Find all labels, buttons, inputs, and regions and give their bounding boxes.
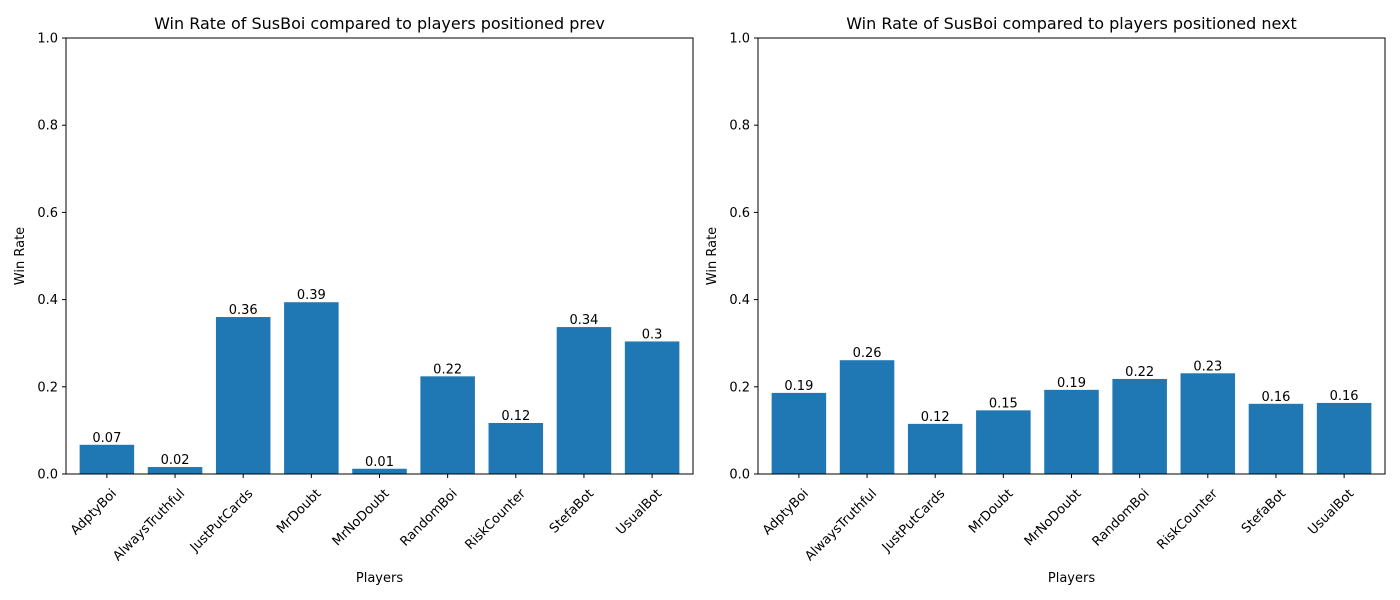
bar-value-label: 0.3: [642, 327, 663, 342]
y-tick-label: 0.4: [729, 293, 750, 308]
x-tick-label: RiskCounter: [462, 486, 529, 553]
bar-value-label: 0.19: [1057, 376, 1086, 391]
x-tick-label: RandomBoi: [1090, 486, 1153, 549]
bar: [284, 302, 339, 474]
y-tick-label: 0.2: [37, 380, 58, 395]
bar: [624, 341, 680, 474]
bar: [771, 392, 827, 474]
bar: [1112, 378, 1167, 474]
x-tick-label: MrDoubt: [966, 486, 1016, 536]
bar: [352, 468, 407, 474]
bar-value-label: 0.12: [501, 409, 530, 424]
bar-value-label: 0.19: [784, 379, 813, 394]
bar: [79, 444, 135, 474]
bar: [1316, 402, 1372, 474]
y-tick-label: 0.0: [729, 468, 750, 483]
y-tick-label: 0.6: [37, 206, 58, 221]
x-axis-label: Players: [1048, 571, 1095, 586]
plot-frame: [757, 37, 1386, 475]
y-axis-label: Win Rate: [13, 227, 28, 285]
y-axis-ticks: 0.0 0.2 0.4 0.6 0.8 1.0: [37, 32, 66, 483]
y-tick-label: 0.8: [37, 119, 58, 134]
y-tick-label: 0.4: [37, 293, 58, 308]
bars: 0.07 0.02 0.36 0.39 0.01 0.22 0.12 0.34 0.3: [79, 288, 680, 474]
x-tick-label: AlwaysTruthful: [802, 486, 880, 564]
bar: [147, 467, 203, 474]
bars: 0.19 0.26 0.12 0.15 0.19 0.22 0.23 0.16 0.16: [771, 346, 1372, 474]
bar-value-label: 0.02: [161, 453, 190, 468]
x-tick-label: StefaBot: [547, 486, 597, 536]
bar-value-label: 0.34: [569, 313, 598, 328]
bar-value-label: 0.36: [229, 303, 258, 318]
x-tick-label: UsualBot: [1305, 486, 1357, 538]
chart-title: Win Rate of SusBoi compared to players p…: [154, 14, 605, 33]
y-axis-ticks: 0.0 0.2 0.4 0.6 0.8 1.0: [729, 32, 758, 483]
bar-value-label: 0.16: [1330, 389, 1359, 404]
bar: [488, 422, 544, 474]
x-tick-label: JustPutCards: [187, 486, 257, 556]
y-tick-label: 0.8: [729, 119, 750, 134]
bar: [907, 423, 963, 474]
y-axis-label: Win Rate: [705, 227, 720, 285]
y-tick-label: 0.6: [729, 206, 750, 221]
bar-value-label: 0.26: [853, 346, 882, 361]
bar: [556, 327, 612, 474]
x-tick-label: JustPutCards: [879, 486, 949, 556]
x-tick-label: RandomBoi: [398, 486, 461, 549]
x-tick-label: AdptyBoi: [760, 486, 812, 538]
x-tick-label: AdptyBoi: [68, 486, 120, 538]
bar-value-label: 0.15: [989, 396, 1018, 411]
bar-value-label: 0.07: [92, 431, 121, 446]
plot-frame: [65, 37, 694, 475]
bar: [839, 360, 895, 474]
x-tick-label: StefaBot: [1239, 486, 1289, 536]
bar-value-label: 0.16: [1261, 390, 1290, 405]
bar-value-label: 0.22: [433, 362, 462, 377]
bar: [1044, 389, 1099, 474]
bar: [215, 317, 271, 474]
bar-value-label: 0.01: [365, 455, 394, 470]
x-tick-label: AlwaysTruthful: [110, 486, 188, 564]
chart-title: Win Rate of SusBoi compared to players p…: [846, 14, 1297, 33]
y-tick-label: 0.2: [729, 380, 750, 395]
bar: [420, 376, 475, 474]
bar-value-label: 0.23: [1193, 359, 1222, 374]
y-tick-label: 1.0: [37, 32, 58, 47]
chart-next: Win Rate of SusBoi compared to players p…: [705, 14, 1386, 586]
bar: [1180, 373, 1236, 474]
x-tick-label: MrDoubt: [274, 486, 324, 536]
bar-value-label: 0.12: [921, 410, 950, 425]
x-tick-label: UsualBot: [613, 486, 665, 538]
y-tick-label: 0.0: [37, 468, 58, 483]
bar-value-label: 0.39: [297, 288, 326, 303]
x-tick-label: MrNoDoubt: [330, 486, 393, 549]
x-tick-label: RiskCounter: [1154, 486, 1221, 553]
bar-value-label: 0.22: [1125, 365, 1154, 380]
bar: [1248, 403, 1304, 474]
x-tick-label: MrNoDoubt: [1022, 486, 1085, 549]
y-tick-label: 1.0: [729, 32, 750, 47]
bar: [976, 410, 1031, 474]
x-axis-label: Players: [356, 571, 403, 586]
chart-prev: Win Rate of SusBoi compared to players p…: [13, 14, 694, 586]
